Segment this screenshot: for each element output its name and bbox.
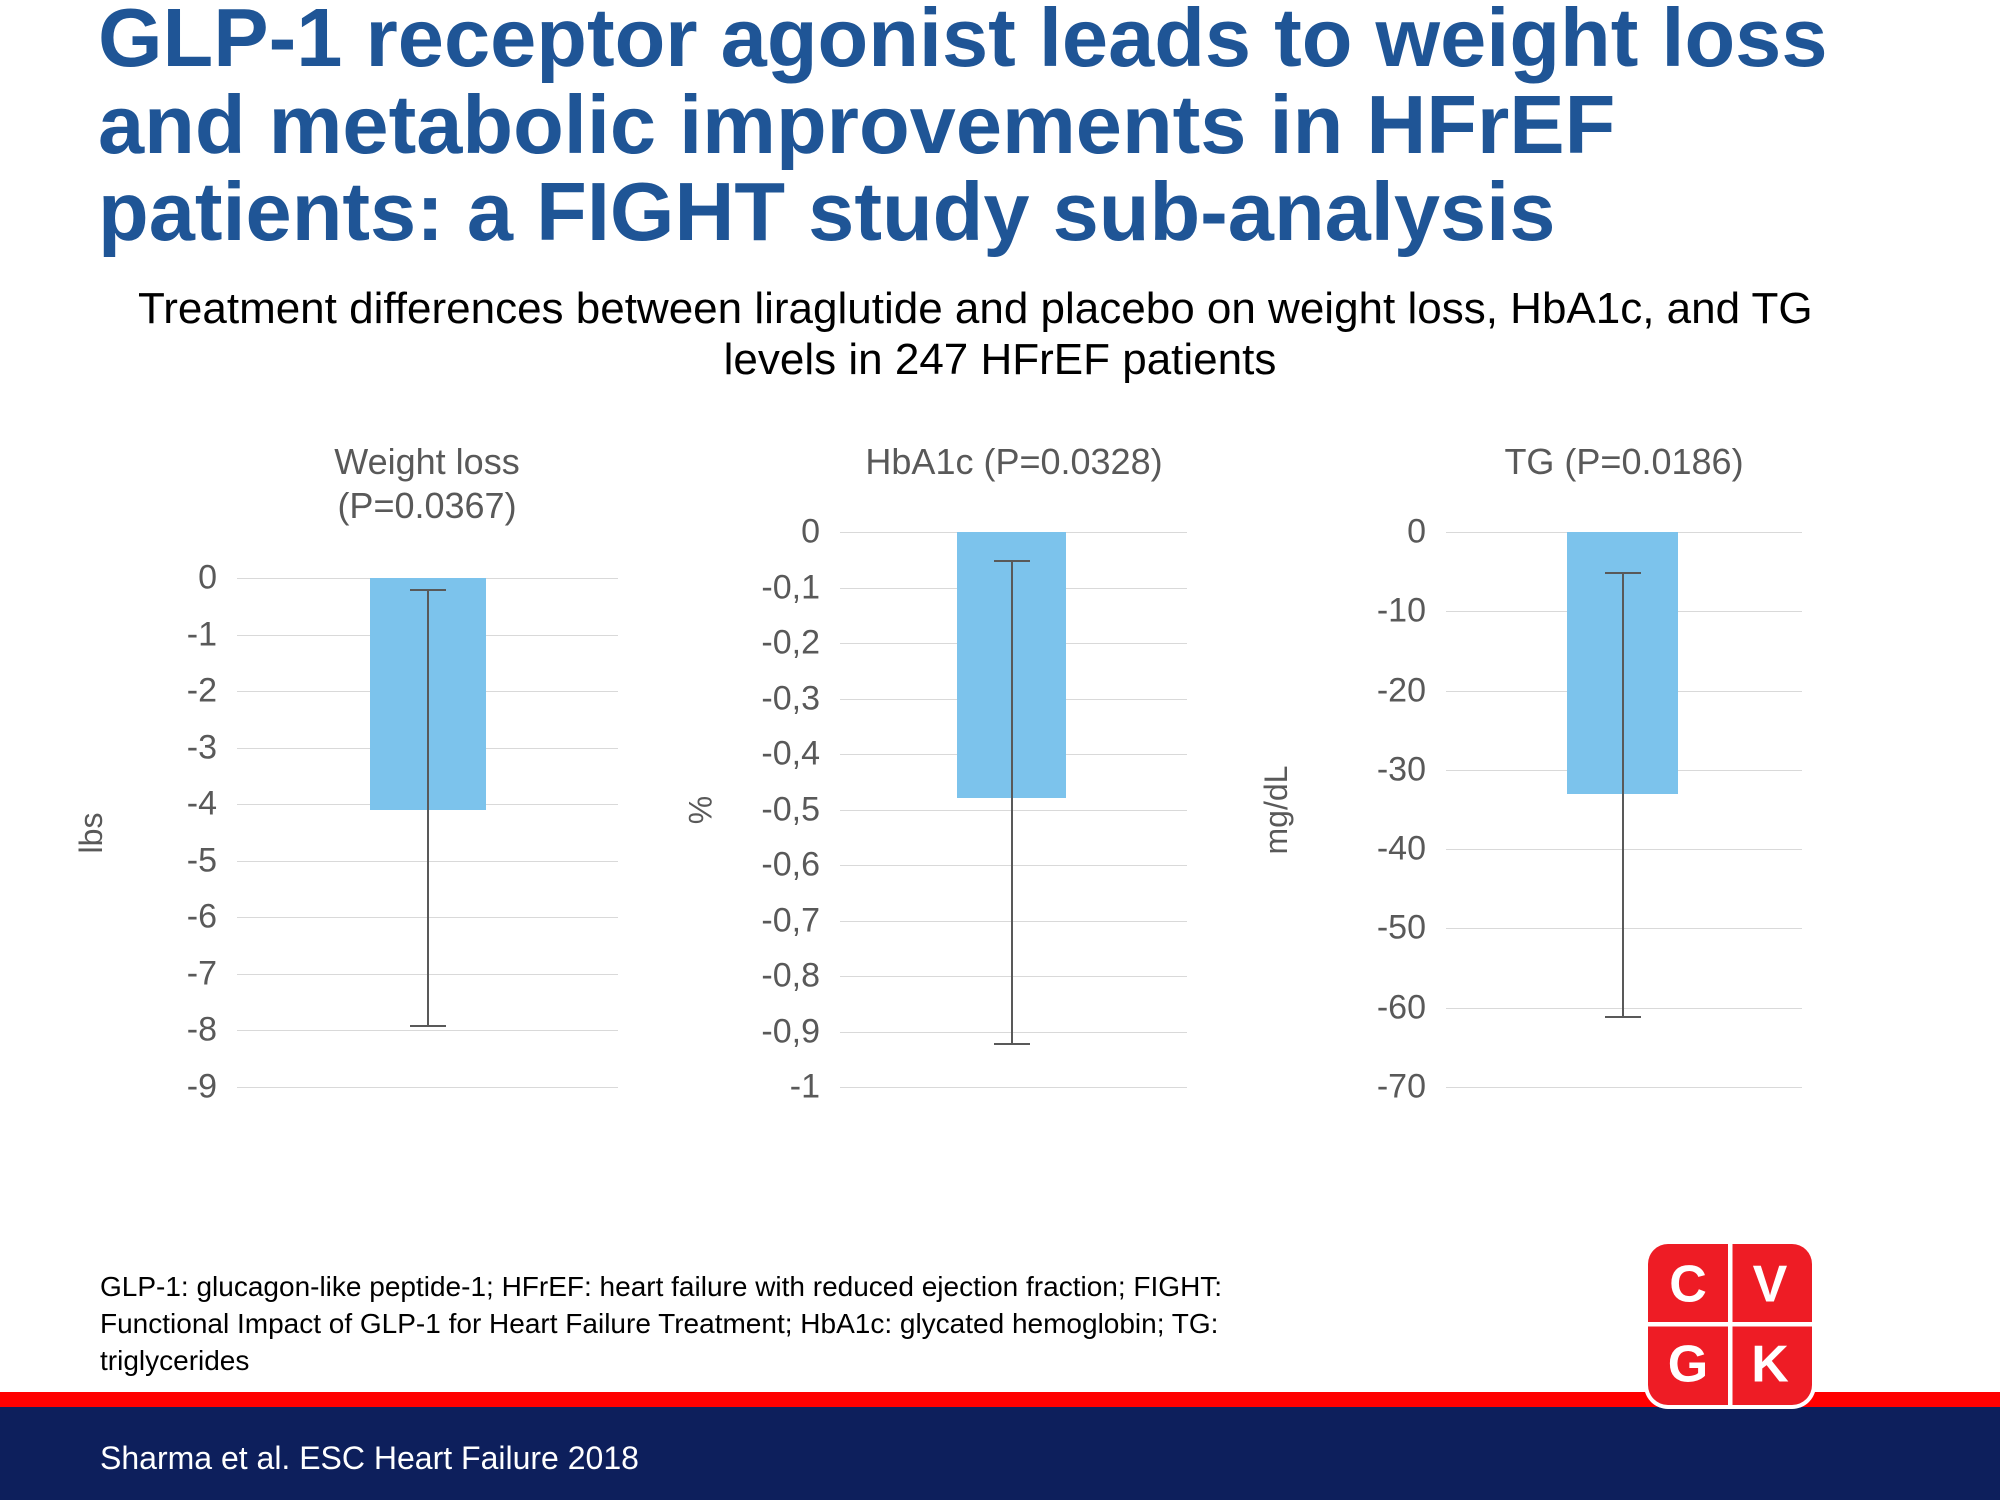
- svg-text:V: V: [1753, 1256, 1788, 1314]
- svg-text:C: C: [1669, 1256, 1707, 1314]
- svg-text:G: G: [1668, 1336, 1708, 1394]
- svg-text:K: K: [1751, 1336, 1789, 1394]
